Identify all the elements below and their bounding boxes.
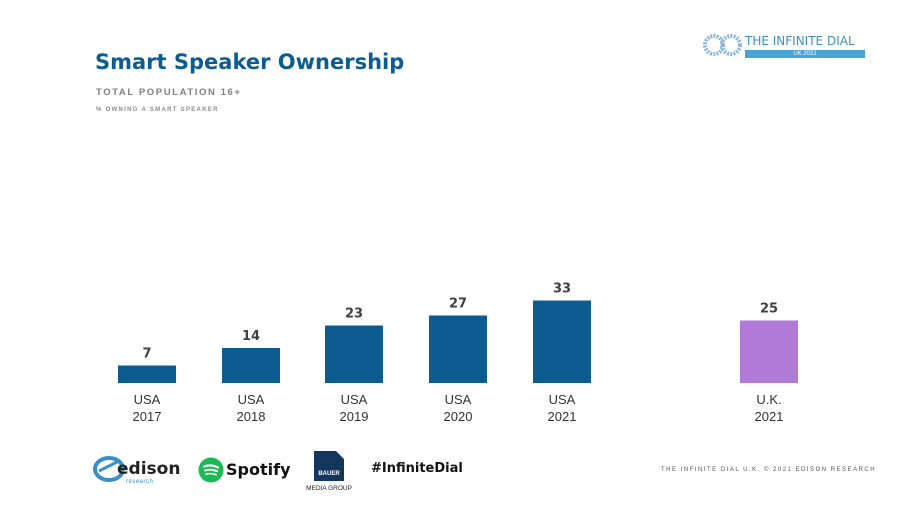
spotify-logo: Spotify	[198, 456, 291, 484]
bar-uk-2021	[740, 320, 798, 383]
bauer-box-label: BAUER	[318, 471, 340, 477]
x-tick-label: USA	[238, 392, 265, 407]
infinite-dial-brand: THE INFINITE DIAL UK 2021	[703, 32, 868, 60]
bauer-media-logo: BAUER MEDIA GROUP	[303, 451, 363, 497]
bauer-emblem-icon: BAUER	[314, 451, 344, 481]
edison-subtext: research	[126, 479, 154, 485]
x-tick-label: USA	[445, 392, 472, 407]
x-tick-label-year: 2018	[237, 409, 266, 424]
x-tick-label-year: 2019	[340, 409, 369, 424]
x-tick-label: U.K.	[756, 392, 781, 407]
bar-usa-2017	[118, 365, 176, 383]
x-tick-label-year: 2017	[133, 409, 162, 424]
x-tick-label: USA	[549, 392, 576, 407]
brand-name: THE INFINITE DIAL	[745, 34, 855, 48]
edison-swoosh-icon	[93, 456, 125, 482]
spotify-icon	[198, 457, 224, 483]
bar-usa-2018	[222, 348, 280, 383]
data-label: 23	[345, 307, 363, 322]
data-label: 7	[142, 347, 151, 362]
bar-usa-2021	[533, 300, 591, 383]
bar-usa-2019	[325, 325, 383, 383]
x-tick-label: USA	[341, 392, 368, 407]
chart-caption: % OWNING A SMART SPEAKER	[96, 107, 219, 113]
chart-subtitle: TOTAL POPULATION 16+	[96, 87, 242, 98]
spotify-wordmark: Spotify	[226, 460, 291, 479]
bauer-box: BAUER	[314, 451, 344, 481]
hashtag: #InfiniteDial	[371, 461, 463, 476]
data-label: 25	[760, 302, 778, 317]
chart-title: Smart Speaker Ownership	[95, 50, 405, 74]
data-label: 27	[449, 297, 467, 312]
edison-wordmark: edison	[117, 459, 181, 479]
x-tick-label-year: 2021	[755, 409, 784, 424]
x-tick-label-year: 2020	[444, 409, 473, 424]
x-tick-label: USA	[134, 392, 161, 407]
infinity-icon	[703, 34, 742, 56]
data-label: 14	[242, 329, 260, 344]
bar-usa-2020	[429, 315, 487, 383]
edison-research-logo: edison research	[93, 451, 180, 491]
data-label: 33	[553, 282, 571, 297]
bauer-wordmark: MEDIA GROUP	[306, 485, 352, 492]
x-tick-label-year: 2021	[548, 409, 577, 424]
brand-badge: UK 2021	[745, 50, 865, 58]
footer-credit: THE INFINITE DIAL U.K. © 2021 EDISON RES…	[661, 467, 877, 473]
